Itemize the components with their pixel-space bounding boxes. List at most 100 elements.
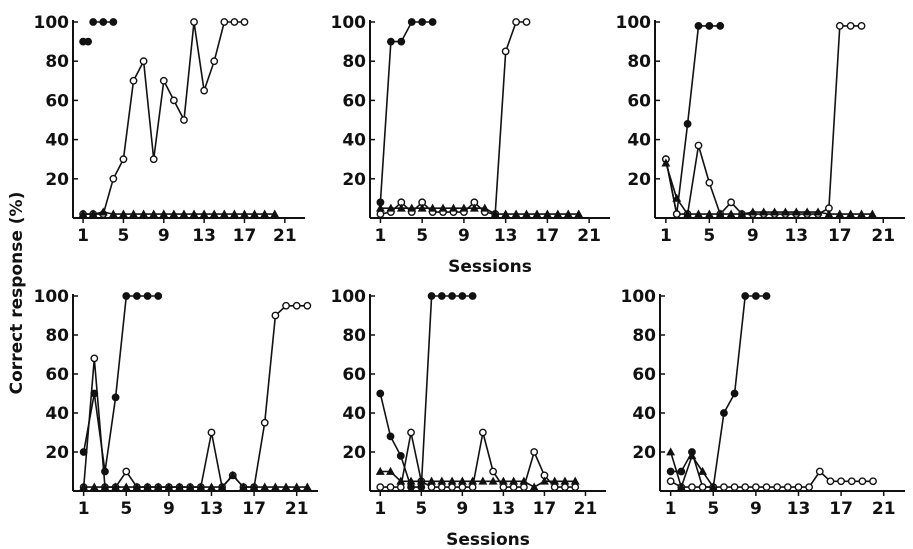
data-point-triangle — [281, 482, 291, 491]
data-point-filled — [407, 18, 416, 26]
data-point-open — [292, 301, 301, 310]
data-point-open — [169, 96, 178, 105]
data-point-filled — [109, 18, 118, 26]
y-tick-label: 60 — [45, 365, 69, 385]
data-point-open — [794, 483, 803, 491]
y-axis-title: Correct response (%) — [7, 192, 27, 395]
series-filled-triangle — [666, 447, 718, 491]
x-tick-label: 17 — [242, 499, 266, 519]
data-point-open — [783, 483, 792, 491]
data-point-triangle — [250, 209, 260, 218]
data-point-open — [727, 198, 735, 207]
data-point-triangle — [698, 466, 708, 475]
data-point-open — [672, 210, 681, 218]
data-point-filled — [458, 292, 467, 300]
data-point-triangle — [694, 209, 703, 218]
data-point-filled — [386, 432, 395, 441]
y-tick-label: 20 — [342, 443, 366, 463]
series-line — [665, 162, 873, 215]
series-line — [379, 295, 473, 488]
panel-top-right: 20 40 60 80 100 1 5 9 13 17 21 — [616, 13, 905, 246]
data-point-filled — [84, 37, 93, 46]
data-point-triangle — [748, 207, 758, 216]
x-tick-label: 1 — [78, 499, 90, 519]
data-point-triangle — [846, 209, 856, 218]
x-tick-label: 13 — [200, 499, 224, 519]
series-line — [665, 25, 721, 215]
data-point-triangle — [532, 209, 542, 218]
data-point-open — [835, 22, 844, 30]
data-point-triangle — [169, 209, 179, 218]
x-tick-label: 1 — [660, 226, 672, 246]
x-tick-label: 17 — [533, 499, 557, 519]
data-point-triangle — [121, 482, 131, 491]
y-tick-label: 100 — [331, 13, 367, 33]
data-point-open — [847, 477, 856, 486]
x-tick-label: 9 — [456, 499, 468, 519]
data-point-triangle — [292, 482, 302, 491]
data-point-triangle — [715, 209, 725, 218]
series-open-circle — [661, 22, 866, 218]
data-point-open — [489, 467, 498, 476]
data-point-open — [826, 477, 835, 486]
series-line — [380, 432, 576, 488]
data-point-triangle — [217, 482, 227, 491]
series-filled-triangle — [661, 158, 877, 218]
x-tick-label: 5 — [416, 226, 428, 246]
y-tick-label: 100 — [34, 287, 70, 307]
x-tick-label: 21 — [273, 226, 297, 246]
data-point-open — [499, 483, 508, 491]
data-point-open — [159, 76, 168, 85]
data-point-triangle — [676, 482, 686, 491]
data-point-triangle — [519, 476, 529, 485]
panel-bottom-left: 20 40 60 80 100 1 5 9 13 17 21 — [34, 287, 318, 519]
panel-bottom-right: 20 40 60 80 100 1 5 9 13 17 21 — [621, 287, 905, 519]
series-line — [670, 295, 767, 488]
y-tick-label: 80 — [627, 52, 651, 72]
data-point-triangle — [529, 482, 539, 491]
data-point-triangle — [139, 209, 149, 218]
series-open-circle — [666, 467, 877, 491]
data-point-triangle — [396, 476, 406, 485]
data-point-filled — [683, 120, 692, 128]
data-point-triangle — [480, 203, 490, 212]
x-tick-label: 9 — [163, 499, 175, 519]
data-point-open — [666, 477, 675, 486]
data-point-filled — [99, 18, 108, 26]
data-point-open — [427, 483, 436, 491]
y-tick-label: 40 — [45, 131, 69, 151]
data-point-filled — [720, 409, 728, 417]
data-point-open — [386, 483, 395, 491]
data-point-triangle — [469, 203, 479, 212]
y-tick-label: 20 — [45, 443, 69, 463]
y-tick-label: 20 — [632, 443, 656, 463]
panel-bottom-middle: 20 40 60 80 100 1 5 9 13 17 21 Sessions — [331, 287, 606, 549]
x-tick-label: 9 — [458, 226, 470, 246]
data-point-triangle — [386, 203, 396, 212]
series-line — [494, 21, 527, 215]
data-point-open — [509, 483, 518, 491]
y-tick-label: 40 — [632, 404, 656, 424]
series-filled-circle — [79, 37, 93, 46]
data-point-triangle — [438, 203, 448, 212]
data-point-open — [857, 22, 866, 30]
series-line — [379, 21, 433, 203]
x-tick-label: 13 — [494, 226, 518, 246]
data-point-open — [522, 18, 531, 26]
data-point-triangle — [509, 476, 519, 485]
data-point-filled — [101, 467, 109, 476]
data-point-filled — [448, 292, 456, 300]
data-point-open — [376, 210, 385, 218]
data-point-open — [303, 301, 312, 310]
data-point-open — [220, 18, 229, 26]
data-point-triangle — [867, 209, 877, 218]
series-filled-triangle — [78, 207, 280, 218]
data-point-triangle — [542, 209, 552, 218]
x-tick-label: 17 — [829, 499, 853, 519]
data-point-triangle — [802, 207, 812, 216]
y-tick-label: 60 — [342, 365, 366, 385]
data-point-open — [271, 311, 280, 320]
data-point-open — [139, 57, 148, 66]
data-point-triangle — [759, 207, 769, 216]
y-tick-label: 60 — [627, 91, 651, 111]
